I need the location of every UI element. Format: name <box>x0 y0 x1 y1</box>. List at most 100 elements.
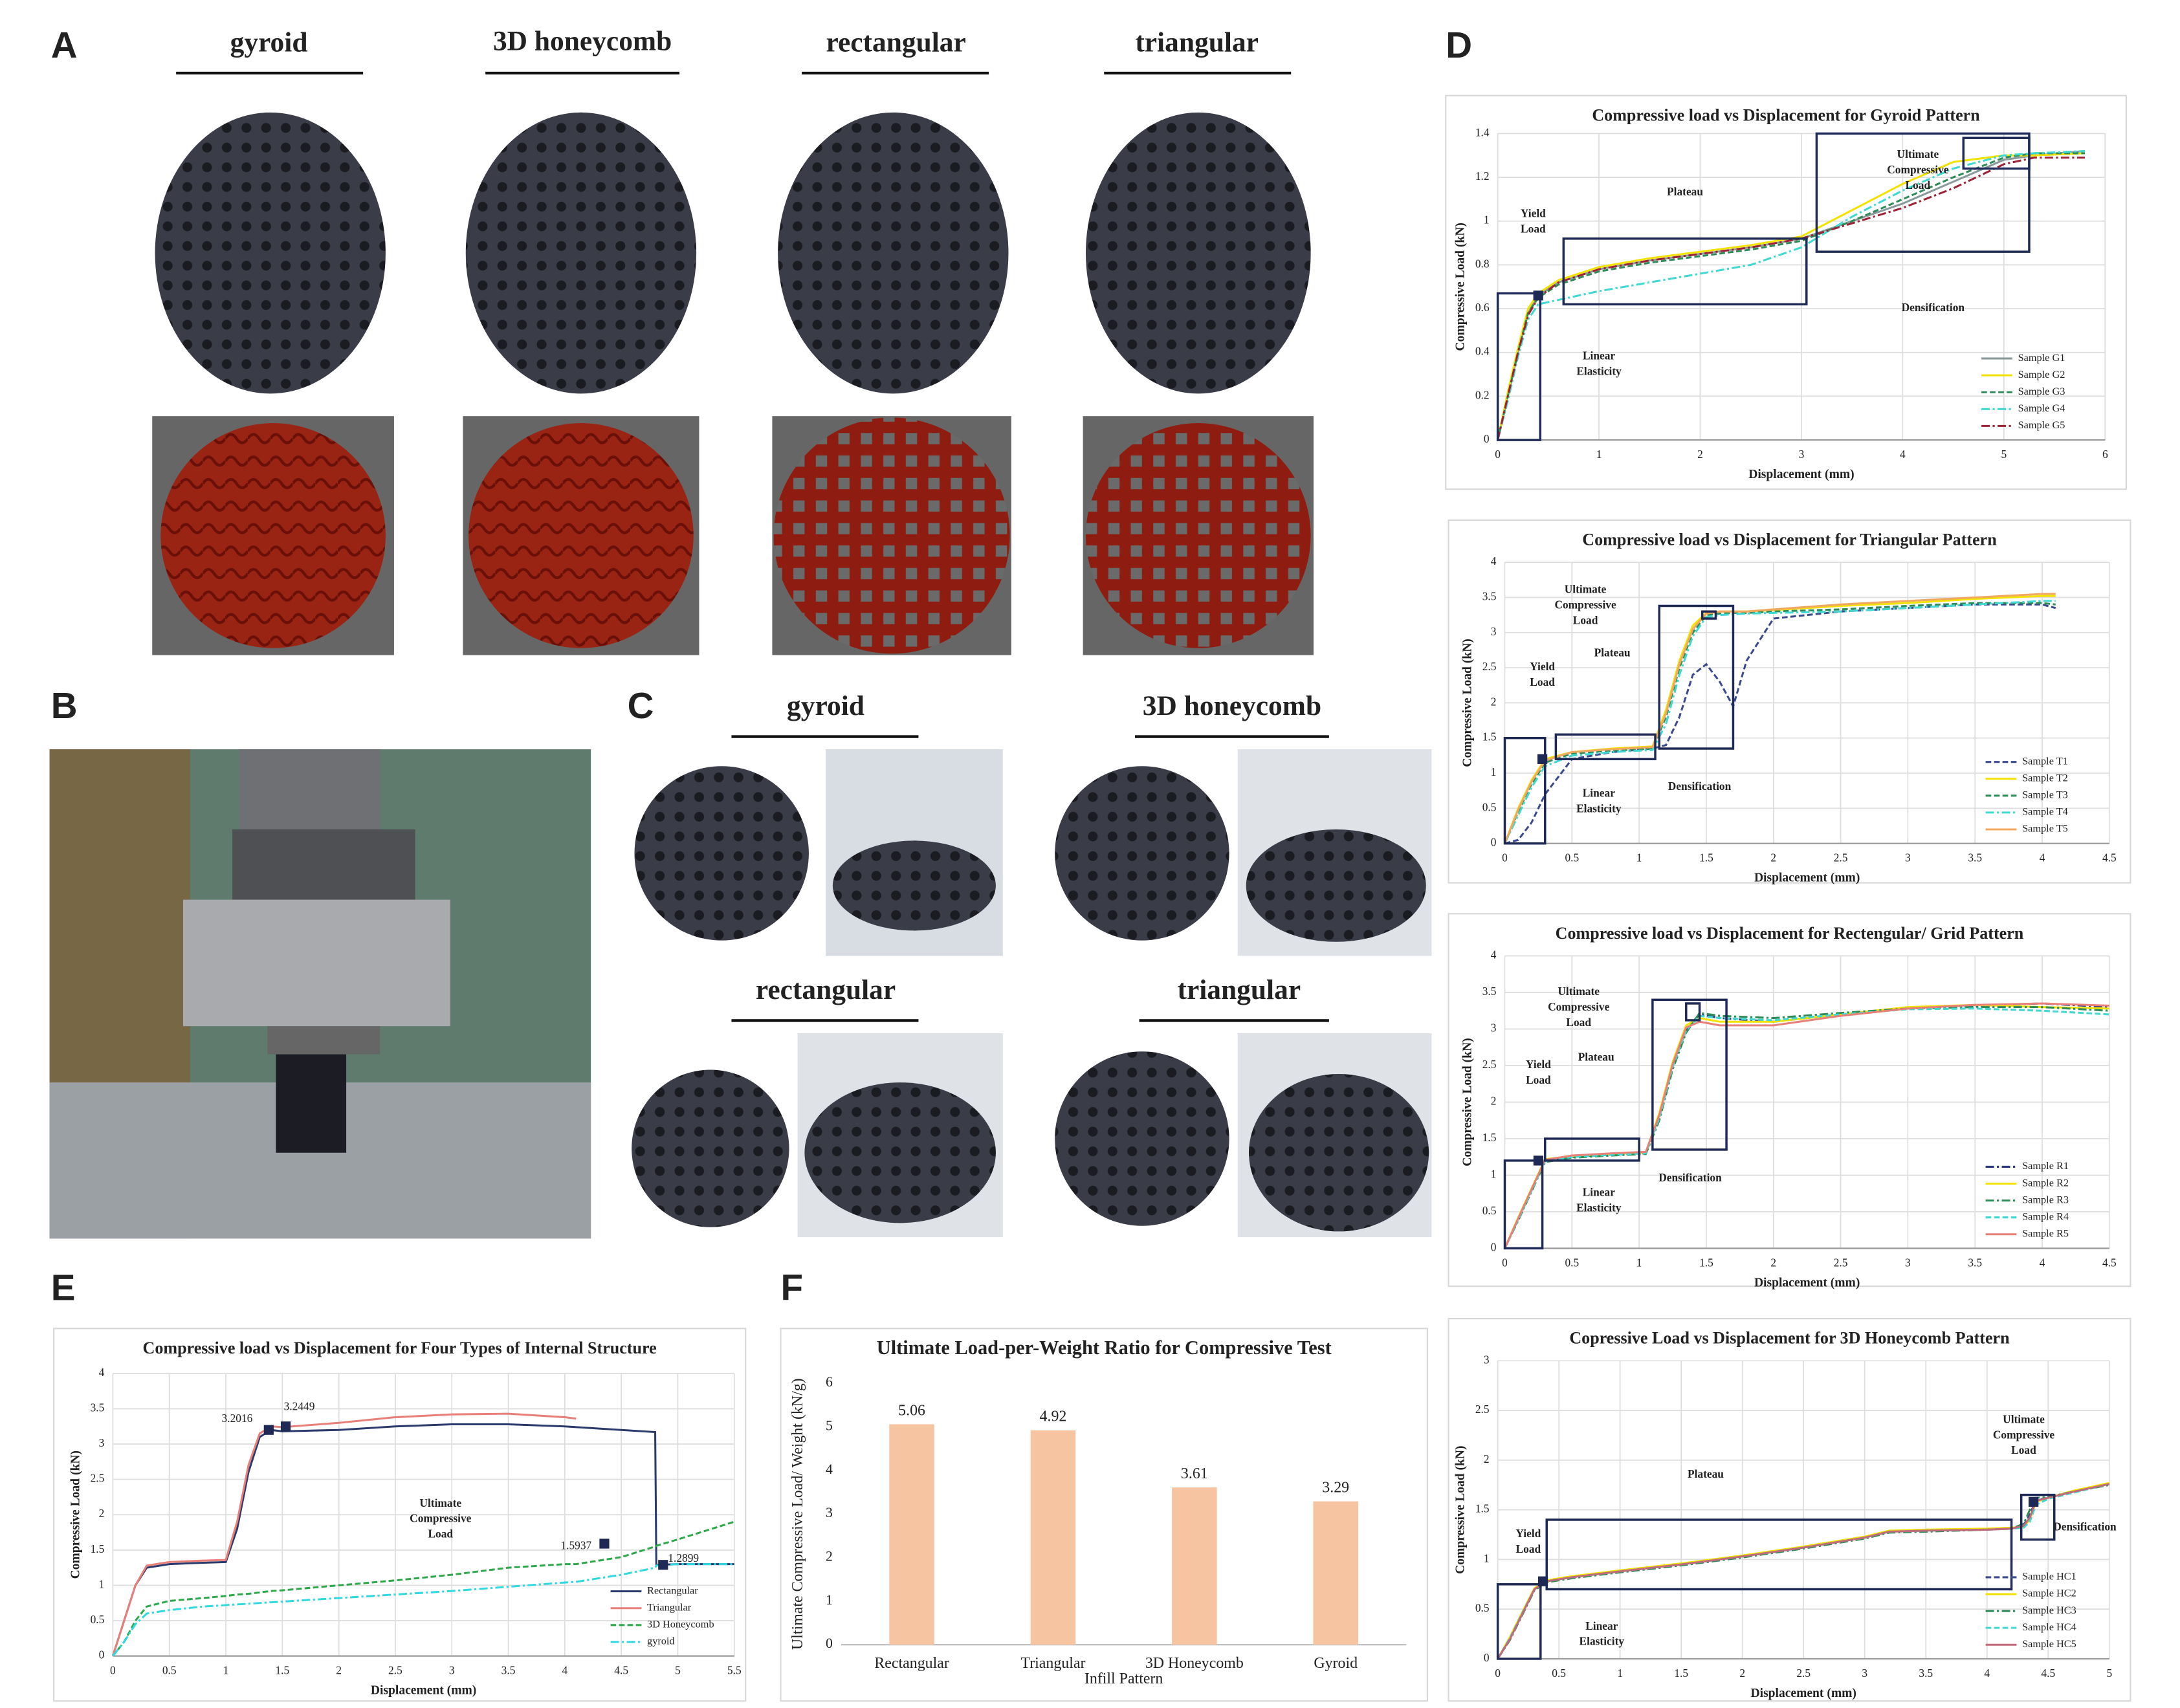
annotation: Yield <box>1530 661 1555 673</box>
x-tick-label: 0.5 <box>1552 1667 1566 1680</box>
y-tick-label: 2 <box>1484 1453 1490 1465</box>
annotation: 3.2449 <box>284 1400 315 1412</box>
annotation: Load <box>1526 1074 1551 1086</box>
x-tick-label: Triangular <box>1020 1655 1085 1672</box>
y-tick-label: 2 <box>826 1548 833 1564</box>
y-tick-label: 2.5 <box>1482 661 1497 673</box>
x-tick-label: Rectangular <box>874 1655 949 1672</box>
y-axis-label: Compressive Load (kN) <box>1460 639 1474 767</box>
x-tick-label: 6 <box>2102 448 2108 461</box>
annotation: Load <box>1566 1016 1591 1029</box>
legend-label: Sample HC3 <box>2022 1604 2076 1616</box>
data-line <box>1504 600 2056 844</box>
x-tick-label: 4 <box>1984 1667 1990 1680</box>
annotation: Plateau <box>1578 1051 1614 1064</box>
y-tick-label: 1 <box>1484 1552 1490 1564</box>
x-tick-label: 4 <box>1900 448 1906 461</box>
annotation: Yield <box>1526 1058 1551 1071</box>
y-tick-label: 0 <box>1484 1652 1490 1664</box>
annotation: Compressive <box>1887 164 1949 176</box>
legend-label: Triangular <box>647 1601 692 1613</box>
annotation: Yield <box>1521 208 1546 220</box>
legend-label: Sample G4 <box>2018 402 2065 414</box>
annotation: Load <box>2011 1444 2036 1456</box>
annotation-box <box>1962 137 2031 170</box>
legend-label: Sample HC4 <box>2022 1621 2076 1633</box>
x-tick-label: 4 <box>2040 1256 2045 1269</box>
y-tick-label: 4 <box>1491 949 1497 961</box>
annotation: Ultimate <box>1558 985 1600 998</box>
x-tick-label: 1 <box>1636 1256 1642 1269</box>
data-line <box>1497 149 2086 441</box>
y-tick-label: 2 <box>1491 1095 1497 1107</box>
annotation-box <box>1658 604 1735 750</box>
y-tick-label: 0.5 <box>1475 1602 1490 1614</box>
caption: gyroid <box>787 690 864 721</box>
y-tick-label: 3 <box>1484 1353 1490 1366</box>
annotation: Ultimate <box>1565 584 1607 596</box>
x-tick-label: 1 <box>1596 448 1602 461</box>
annotation-box <box>1554 733 1657 761</box>
annotation: 1.5937 <box>560 1539 591 1551</box>
legend-label: Sample G3 <box>2018 385 2065 397</box>
chart-frame <box>1445 94 2127 490</box>
marker <box>1537 1576 1548 1586</box>
annotation: Ultimate <box>2003 1413 2045 1425</box>
x-tick-label: 3.5 <box>1968 852 1982 864</box>
annotation: Yield <box>1515 1527 1541 1540</box>
legend-label: Sample T3 <box>2022 789 2068 801</box>
value-label: 5.06 <box>898 1402 925 1419</box>
x-tick-label: 1 <box>1636 852 1642 864</box>
x-tick-label: Gyroid <box>1314 1655 1358 1672</box>
marker <box>2029 1496 2039 1507</box>
value-label: 4.92 <box>1040 1408 1067 1425</box>
x-tick-label: 0 <box>1502 852 1508 864</box>
annotation: 3.2016 <box>222 1412 253 1425</box>
data-line <box>112 1520 735 1657</box>
y-tick-label: 3 <box>99 1437 105 1449</box>
chart-title: Ultimate Load-per-Weight Ratio for Compr… <box>877 1337 1332 1359</box>
caption: 3D honeycomb <box>493 25 672 56</box>
y-axis-label: Compressive Load (kN) <box>69 1451 82 1579</box>
y-tick-label: 0.5 <box>91 1614 105 1626</box>
legend-label: Rectangular <box>647 1584 698 1596</box>
y-tick-label: 6 <box>826 1374 833 1390</box>
x-tick-label: 1.5 <box>1699 852 1713 864</box>
annotation: Ultimate <box>419 1497 461 1509</box>
y-tick-label: 1 <box>1484 214 1490 226</box>
y-tick-label: 2 <box>99 1507 105 1520</box>
x-tick-label: 1.5 <box>1674 1667 1688 1680</box>
y-tick-label: 1.5 <box>1482 731 1497 743</box>
x-tick-label: 2.5 <box>1834 1256 1848 1269</box>
x-tick-label: 0 <box>110 1664 116 1676</box>
x-tick-label: 0 <box>1495 448 1501 461</box>
annotation: Load <box>1573 614 1598 626</box>
y-tick-label: 1 <box>1491 766 1497 778</box>
x-tick-label: 3 <box>1862 1667 1867 1680</box>
annotation-box <box>1701 610 1717 620</box>
y-tick-label: 3 <box>1491 626 1497 638</box>
data-line <box>111 1412 577 1657</box>
y-tick-label: 0.5 <box>1482 801 1497 813</box>
bar <box>889 1424 934 1645</box>
annotation: Densification <box>1668 780 1732 793</box>
annotation-box <box>1651 998 1728 1151</box>
y-tick-label: 1.5 <box>1482 1132 1497 1144</box>
y-tick-label: 1 <box>99 1578 105 1590</box>
data-line <box>111 1423 734 1657</box>
legend-label: Sample T4 <box>2022 805 2068 818</box>
annotation: Densification <box>1902 301 1965 314</box>
legend-label: Sample R2 <box>2022 1176 2069 1188</box>
value-label: 3.29 <box>1322 1480 1349 1496</box>
x-tick-label: 1.5 <box>275 1664 289 1676</box>
x-tick-label: 3.5 <box>1919 1667 1933 1680</box>
x-tick-label: 2 <box>1739 1667 1745 1680</box>
y-tick-label: 4 <box>826 1462 833 1477</box>
annotation: Densification <box>1658 1172 1722 1184</box>
x-tick-label: 3 <box>449 1664 455 1676</box>
x-tick-label: 4.5 <box>614 1664 628 1676</box>
annotation: Compressive <box>410 1513 472 1525</box>
data-line <box>1504 603 2056 845</box>
y-tick-label: 3.5 <box>91 1401 105 1414</box>
annotation: Elasticity <box>1576 1202 1622 1214</box>
